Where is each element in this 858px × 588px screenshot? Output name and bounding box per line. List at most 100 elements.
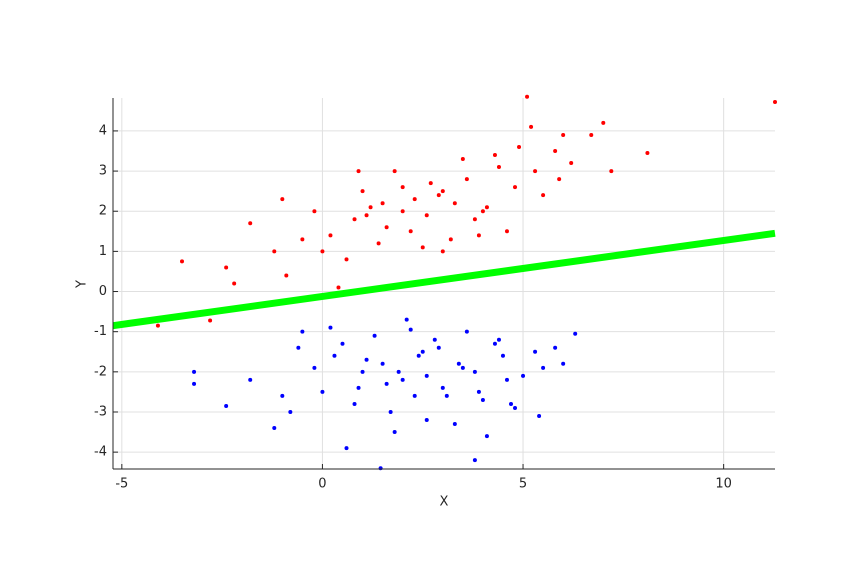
scatter-point <box>320 389 325 394</box>
y-tick-label: -4 <box>94 445 107 460</box>
scatter-point <box>372 333 377 338</box>
scatter-point <box>364 357 369 362</box>
scatter-point <box>476 389 481 394</box>
scatter-point <box>472 369 477 374</box>
scatter-point <box>420 245 425 250</box>
y-tick-label: -2 <box>94 364 107 379</box>
scatter-point <box>601 120 606 125</box>
scatter-point <box>280 197 285 202</box>
scatter-point <box>533 169 538 174</box>
y-tick-label: 3 <box>99 164 107 179</box>
scatter-point <box>561 132 566 137</box>
x-tick-label: 5 <box>519 477 527 492</box>
scatter-point <box>232 281 237 286</box>
scatter-point <box>408 327 413 332</box>
x-tick-label: 10 <box>715 477 732 492</box>
scatter-point <box>573 331 578 336</box>
scatter-point <box>436 345 441 350</box>
scatter-point <box>476 233 481 238</box>
scatter-point <box>424 373 429 378</box>
scatter-point <box>300 329 305 334</box>
y-tick-label: 4 <box>99 123 107 138</box>
scatter-point <box>272 249 277 254</box>
scatter-point <box>484 434 489 439</box>
scatter-point <box>553 345 558 350</box>
fit-line <box>112 229 776 330</box>
scatter-point <box>609 169 614 174</box>
scatter-point <box>392 430 397 435</box>
y-tick-label: 2 <box>99 204 107 219</box>
scatter-point <box>484 205 489 210</box>
scatter-point <box>368 205 373 210</box>
scatter-point <box>460 365 465 370</box>
scatter-point <box>248 377 253 382</box>
y-axis-label: Y <box>75 280 90 289</box>
scatter-point <box>412 197 417 202</box>
scatter-point <box>192 369 197 374</box>
scatter-point <box>400 185 405 190</box>
scatter-point <box>412 393 417 398</box>
scatter-point <box>440 189 445 194</box>
scatter-point <box>645 151 650 156</box>
scatter-point <box>356 385 361 390</box>
scatter-point <box>340 341 345 346</box>
scatter-point <box>296 345 301 350</box>
y-tick-label: 0 <box>99 284 107 299</box>
scatter-point <box>504 229 509 234</box>
scatter-point <box>553 149 558 153</box>
scatter-point <box>312 209 317 214</box>
scatter-point <box>456 361 461 366</box>
scatter-point <box>380 361 385 366</box>
scatter-point <box>541 365 546 370</box>
scatter-point <box>428 181 433 186</box>
scatter-point <box>589 132 594 137</box>
scatter-point <box>400 377 405 382</box>
scatter-point <box>384 225 389 230</box>
scatter-point <box>420 349 425 354</box>
scatter-point <box>496 165 501 170</box>
y-tick-label: -3 <box>94 404 107 419</box>
scatter-point <box>444 393 449 398</box>
scatter-point <box>328 325 333 330</box>
scatter-point <box>509 401 514 406</box>
scatter-point <box>513 405 518 410</box>
x-axis-label: X <box>440 495 449 510</box>
scatter-point <box>424 418 429 423</box>
scatter-point <box>396 369 401 374</box>
scatter-point <box>513 185 518 190</box>
scatter-point <box>272 426 277 431</box>
scatter-point <box>400 209 405 214</box>
scatter-point <box>440 249 445 254</box>
scatter-point <box>569 161 574 166</box>
scatter-point <box>376 241 381 246</box>
scatter-point <box>496 337 501 342</box>
scatter-point <box>541 193 546 198</box>
scatter-point <box>352 401 357 406</box>
scatter-point <box>384 381 389 386</box>
scatter-point <box>529 124 534 129</box>
scatter-point <box>224 265 229 270</box>
scatter-point <box>360 369 365 374</box>
scatter-point <box>328 233 333 238</box>
scatter-point <box>408 229 413 234</box>
scatter-point <box>492 153 497 158</box>
scatter-point <box>288 409 293 414</box>
scatter-point <box>300 237 305 242</box>
scatter-point <box>537 414 542 418</box>
scatter-point <box>388 409 393 414</box>
scatter-point <box>336 285 341 290</box>
x-tick-label: -5 <box>115 477 128 492</box>
scatter-point <box>155 323 160 328</box>
scatter-point <box>517 144 522 149</box>
scatter-point <box>424 213 429 218</box>
y-tick-label: -1 <box>94 324 107 339</box>
scatter-point <box>352 217 357 222</box>
scatter-point <box>280 393 285 398</box>
scatter-point <box>356 169 361 174</box>
scatter-point <box>557 177 562 182</box>
scatter-point <box>416 353 421 358</box>
scatter-point <box>378 466 383 471</box>
scatter-point <box>561 361 566 366</box>
scatter-point <box>480 397 485 402</box>
